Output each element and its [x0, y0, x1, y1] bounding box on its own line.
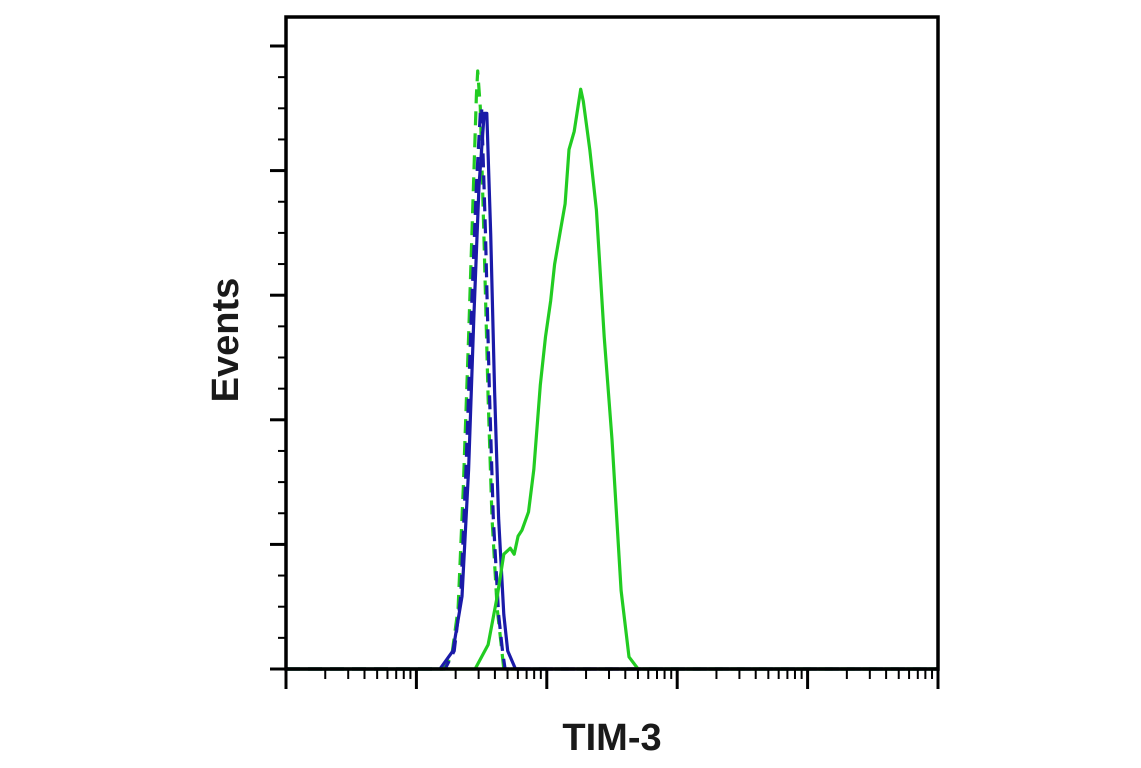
- plot-lines: [286, 69, 938, 671]
- axis-ticks: [270, 44, 940, 689]
- y-axis-title: Events: [205, 278, 247, 403]
- histogram-series-4: [286, 87, 938, 671]
- histogram-series-1: [286, 69, 938, 671]
- x-axis-title: TIM-3: [562, 717, 661, 759]
- histogram-series-2: [286, 105, 938, 671]
- plot-frame: [284, 15, 940, 671]
- histogram-series-3: [286, 111, 938, 671]
